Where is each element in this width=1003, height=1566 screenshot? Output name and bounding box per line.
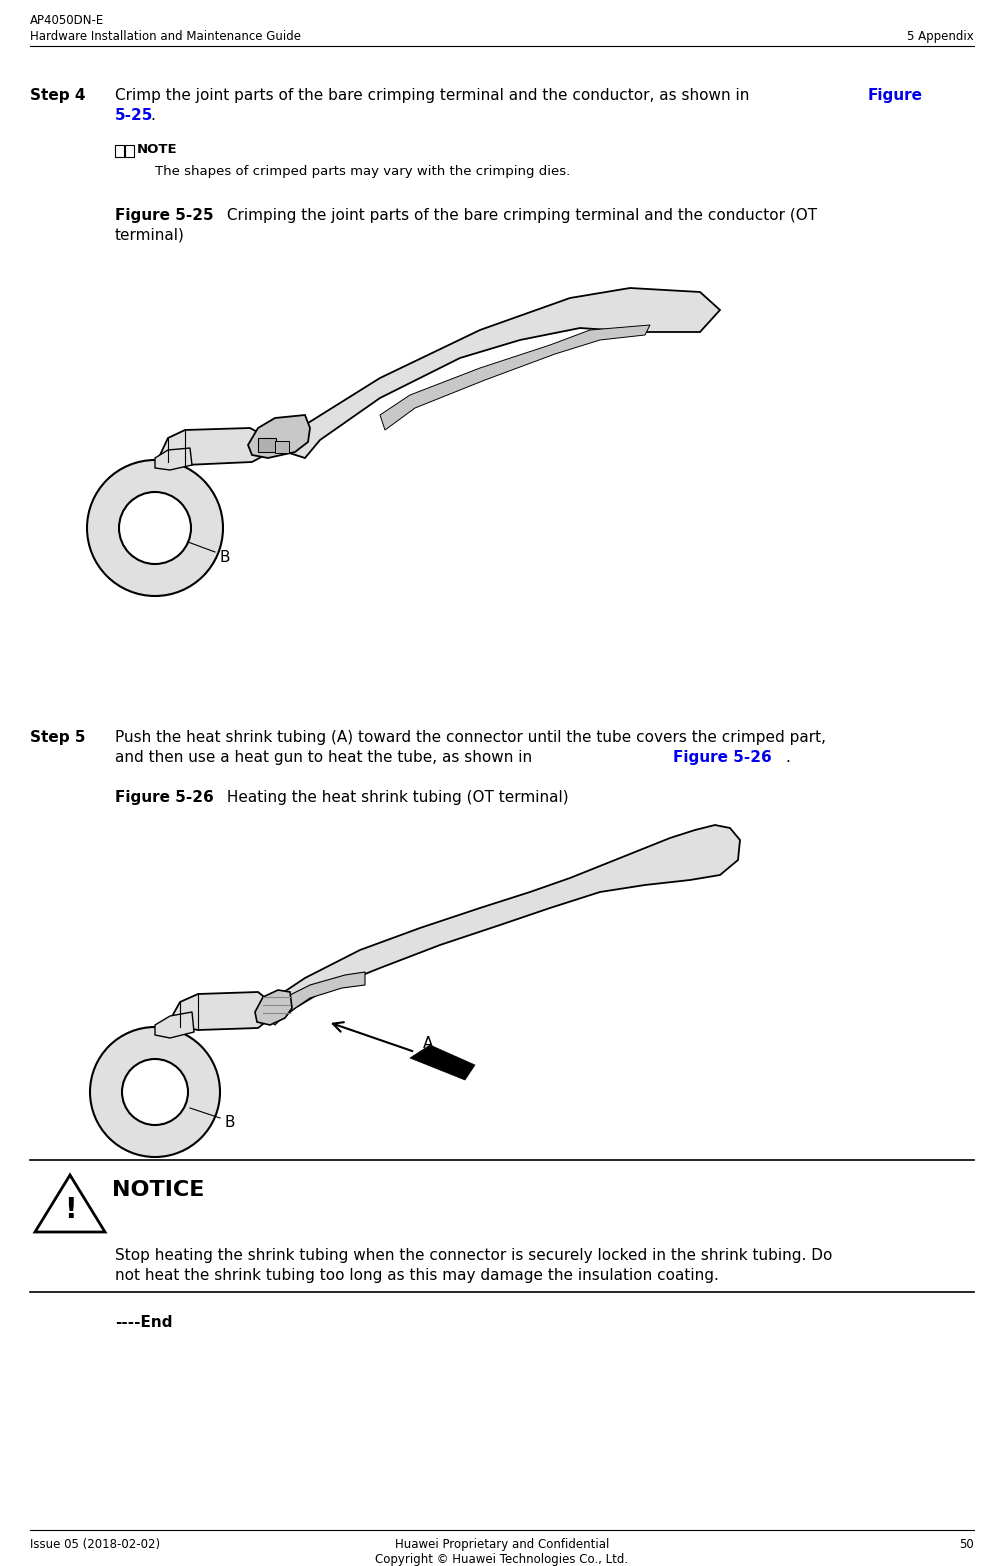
Text: NOTICE: NOTICE — [112, 1181, 205, 1200]
Polygon shape — [255, 990, 292, 1026]
Polygon shape — [35, 1174, 105, 1232]
FancyBboxPatch shape — [125, 146, 133, 157]
Text: terminal): terminal) — [115, 229, 185, 243]
Circle shape — [119, 492, 191, 564]
Circle shape — [87, 460, 223, 597]
Text: Step 4: Step 4 — [30, 88, 85, 103]
Text: B: B — [225, 1115, 236, 1131]
Polygon shape — [154, 448, 192, 470]
Polygon shape — [265, 825, 739, 1019]
Text: NOTE: NOTE — [136, 143, 178, 157]
FancyBboxPatch shape — [258, 438, 276, 453]
Polygon shape — [409, 1045, 474, 1081]
Circle shape — [90, 1027, 220, 1157]
Text: ----End: ----End — [115, 1315, 173, 1330]
FancyBboxPatch shape — [115, 146, 124, 157]
Text: .: . — [784, 750, 789, 766]
Text: and then use a heat gun to heat the tube, as shown in: and then use a heat gun to heat the tube… — [115, 750, 537, 766]
Text: 5-25: 5-25 — [115, 108, 153, 124]
Text: A: A — [422, 1037, 433, 1051]
Text: Figure: Figure — [868, 88, 922, 103]
Text: Step 5: Step 5 — [30, 730, 85, 745]
FancyBboxPatch shape — [275, 442, 289, 453]
Text: Huawei Proprietary and Confidential: Huawei Proprietary and Confidential — [394, 1538, 609, 1550]
Text: not heat the shrink tubing too long as this may damage the insulation coating.: not heat the shrink tubing too long as t… — [115, 1268, 718, 1283]
Polygon shape — [248, 415, 310, 457]
Text: The shapes of crimped parts may vary with the crimping dies.: The shapes of crimped parts may vary wit… — [154, 164, 570, 179]
Polygon shape — [170, 991, 268, 1030]
Text: Crimp the joint parts of the bare crimping terminal and the conductor, as shown : Crimp the joint parts of the bare crimpi… — [115, 88, 753, 103]
Text: B: B — [220, 550, 231, 565]
Polygon shape — [280, 288, 719, 457]
Text: Copyright © Huawei Technologies Co., Ltd.: Copyright © Huawei Technologies Co., Ltd… — [375, 1553, 628, 1566]
Text: Figure 5-26: Figure 5-26 — [115, 789, 214, 805]
Text: Figure 5-26: Figure 5-26 — [672, 750, 771, 766]
Text: 5 Appendix: 5 Appendix — [907, 30, 973, 42]
Text: Push the heat shrink tubing (A) toward the connector until the tube covers the c: Push the heat shrink tubing (A) toward t… — [115, 730, 825, 745]
Polygon shape — [159, 428, 265, 465]
Text: Stop heating the shrink tubing when the connector is securely locked in the shri: Stop heating the shrink tubing when the … — [115, 1248, 831, 1264]
Polygon shape — [379, 326, 649, 431]
Text: Hardware Installation and Maintenance Guide: Hardware Installation and Maintenance Gu… — [30, 30, 301, 42]
Text: !: ! — [63, 1196, 76, 1225]
Polygon shape — [154, 1012, 194, 1038]
Circle shape — [122, 1059, 188, 1124]
Text: Figure 5-25: Figure 5-25 — [115, 208, 214, 222]
Polygon shape — [265, 972, 365, 1026]
Text: 50: 50 — [958, 1538, 973, 1550]
Text: .: . — [149, 108, 154, 124]
Text: Issue 05 (2018-02-02): Issue 05 (2018-02-02) — [30, 1538, 159, 1550]
Text: AP4050DN-E: AP4050DN-E — [30, 14, 104, 27]
Text: Heating the heat shrink tubing (OT terminal): Heating the heat shrink tubing (OT termi… — [222, 789, 568, 805]
Text: Crimping the joint parts of the bare crimping terminal and the conductor (OT: Crimping the joint parts of the bare cri… — [222, 208, 816, 222]
